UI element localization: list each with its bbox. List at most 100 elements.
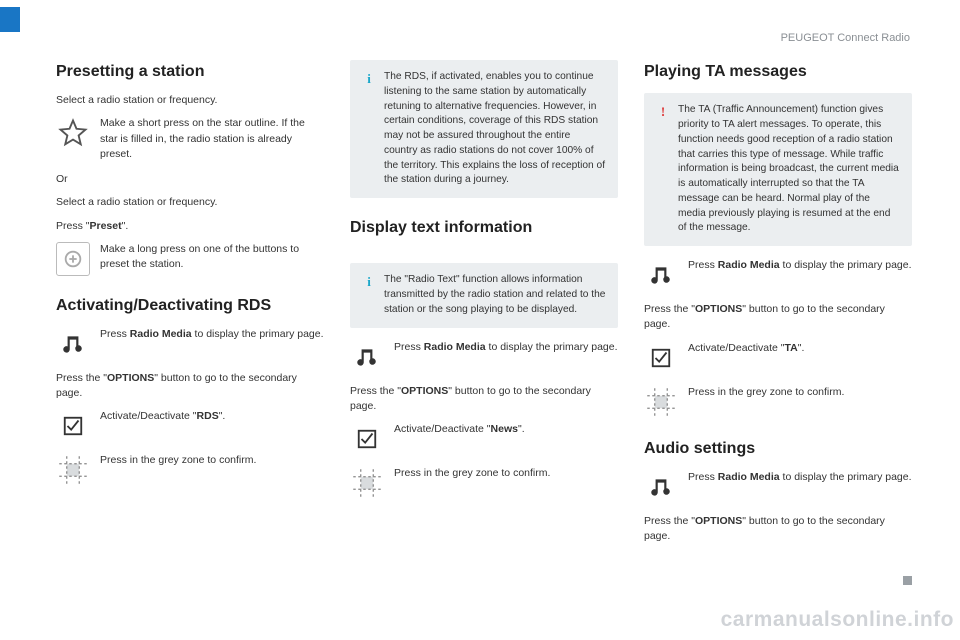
row-radio-media-1: Press Radio Media to display the primary…	[56, 327, 324, 361]
text-radio-media-4: Press Radio Media to display the primary…	[688, 470, 912, 485]
t: OPTIONS	[107, 372, 154, 384]
col-2: i The RDS, if activated, enables you to …	[350, 60, 618, 606]
t: RDS	[197, 410, 219, 422]
text-select-1: Select a radio station or frequency.	[56, 93, 324, 108]
row-confirm-1: Press in the grey zone to confirm.	[56, 453, 324, 487]
t: Press the "	[350, 385, 401, 397]
t: to display the primary page.	[780, 471, 912, 483]
t: ".	[798, 342, 805, 354]
row-confirm-2: Press in the grey zone to confirm.	[350, 466, 618, 500]
heading-display: Display text information	[350, 216, 618, 239]
text-ta-toggle: Activate/Deactivate "TA".	[688, 341, 912, 356]
text-select-2: Select a radio station or frequency.	[56, 195, 324, 210]
text-options-2: Press the "OPTIONS" button to go to the …	[350, 384, 618, 414]
infobox-ta: ! The TA (Traffic Announcement) function…	[644, 93, 912, 246]
text-or: Or	[56, 172, 324, 187]
col-1: Presetting a station Select a radio stat…	[56, 60, 324, 606]
watermark: carmanualsonline.info	[721, 608, 954, 632]
text-rds-toggle: Activate/Deactivate "RDS".	[100, 409, 324, 424]
t: Radio Media	[424, 341, 486, 353]
infobox-radiotext-text: The "Radio Text" function allows informa…	[384, 273, 606, 317]
text-radio-media-1: Press Radio Media to display the primary…	[100, 327, 324, 342]
heading-preset: Presetting a station	[56, 60, 324, 83]
edge-tab	[0, 7, 20, 32]
header-title: PEUGEOT Connect Radio	[781, 32, 910, 44]
t: ".	[122, 220, 129, 232]
t: to display the primary page.	[192, 328, 324, 340]
grid-icon	[350, 466, 384, 500]
music-note-icon	[350, 340, 384, 374]
row-plus: Make a long press on one of the buttons …	[56, 242, 324, 276]
info-icon: i	[362, 273, 376, 317]
t: Activate/Deactivate "	[688, 342, 785, 354]
info-icon: i	[362, 70, 376, 188]
warn-icon: !	[656, 103, 670, 236]
text-star: Make a short press on the star outline. …	[100, 116, 324, 162]
text-radio-media-3: Press Radio Media to display the primary…	[688, 258, 912, 273]
t: OPTIONS	[695, 303, 742, 315]
columns: Presetting a station Select a radio stat…	[56, 60, 912, 606]
checkbox-icon	[350, 422, 384, 456]
infobox-rds-text: The RDS, if activated, enables you to co…	[384, 70, 606, 188]
star-icon	[56, 116, 90, 150]
page-marker	[903, 576, 912, 585]
col-3: Playing TA messages ! The TA (Traffic An…	[644, 60, 912, 606]
plus-icon	[56, 242, 90, 276]
spacer	[350, 249, 618, 263]
t: ".	[518, 423, 525, 435]
infobox-ta-text: The TA (Traffic Announcement) function g…	[678, 103, 900, 236]
music-note-icon	[644, 258, 678, 292]
text-confirm-2: Press in the grey zone to confirm.	[394, 466, 618, 481]
text-confirm-3: Press in the grey zone to confirm.	[688, 385, 912, 400]
t: News	[491, 423, 518, 435]
text-radio-media-2: Press Radio Media to display the primary…	[394, 340, 618, 355]
text-confirm-1: Press in the grey zone to confirm.	[100, 453, 324, 468]
text-plus: Make a long press on one of the buttons …	[100, 242, 324, 272]
t: Press	[394, 341, 424, 353]
grid-icon	[644, 385, 678, 419]
row-ta-toggle: Activate/Deactivate "TA".	[644, 341, 912, 375]
row-radio-media-4: Press Radio Media to display the primary…	[644, 470, 912, 504]
heading-ta: Playing TA messages	[644, 60, 912, 83]
t: Press	[100, 328, 130, 340]
row-radio-media-3: Press Radio Media to display the primary…	[644, 258, 912, 292]
row-news-toggle: Activate/Deactivate "News".	[350, 422, 618, 456]
text-options-3: Press the "OPTIONS" button to go to the …	[644, 302, 912, 332]
t: to display the primary page.	[486, 341, 618, 353]
t: Press	[688, 471, 718, 483]
checkbox-icon	[56, 409, 90, 443]
row-rds-toggle: Activate/Deactivate "RDS".	[56, 409, 324, 443]
row-confirm-3: Press in the grey zone to confirm.	[644, 385, 912, 419]
music-note-icon	[56, 327, 90, 361]
row-radio-media-2: Press Radio Media to display the primary…	[350, 340, 618, 374]
t: Press the "	[644, 515, 695, 527]
infobox-radiotext: i The "Radio Text" function allows infor…	[350, 263, 618, 327]
page: PEUGEOT Connect Radio Presetting a stati…	[0, 0, 960, 640]
t: Radio Media	[130, 328, 192, 340]
text-options-1: Press the "OPTIONS" button to go to the …	[56, 371, 324, 401]
t: to display the primary page.	[780, 259, 912, 271]
heading-audio: Audio settings	[644, 437, 912, 460]
t: Press the "	[56, 372, 107, 384]
heading-rds: Activating/Deactivating RDS	[56, 294, 324, 317]
t: TA	[785, 342, 798, 354]
text-press-preset: Press "Preset".	[56, 219, 324, 234]
t: Press "	[56, 220, 89, 232]
t: Preset	[89, 220, 121, 232]
text-options-4: Press the "OPTIONS" button to go to the …	[644, 514, 912, 544]
grid-icon	[56, 453, 90, 487]
row-star: Make a short press on the star outline. …	[56, 116, 324, 162]
infobox-rds: i The RDS, if activated, enables you to …	[350, 60, 618, 198]
t: Radio Media	[718, 259, 780, 271]
music-note-icon	[644, 470, 678, 504]
t: ".	[219, 410, 226, 422]
checkbox-icon	[644, 341, 678, 375]
t: Activate/Deactivate "	[394, 423, 491, 435]
t: Radio Media	[718, 471, 780, 483]
t: Activate/Deactivate "	[100, 410, 197, 422]
t: OPTIONS	[695, 515, 742, 527]
t: Press	[688, 259, 718, 271]
text-news-toggle: Activate/Deactivate "News".	[394, 422, 618, 437]
t: OPTIONS	[401, 385, 448, 397]
t: Press the "	[644, 303, 695, 315]
